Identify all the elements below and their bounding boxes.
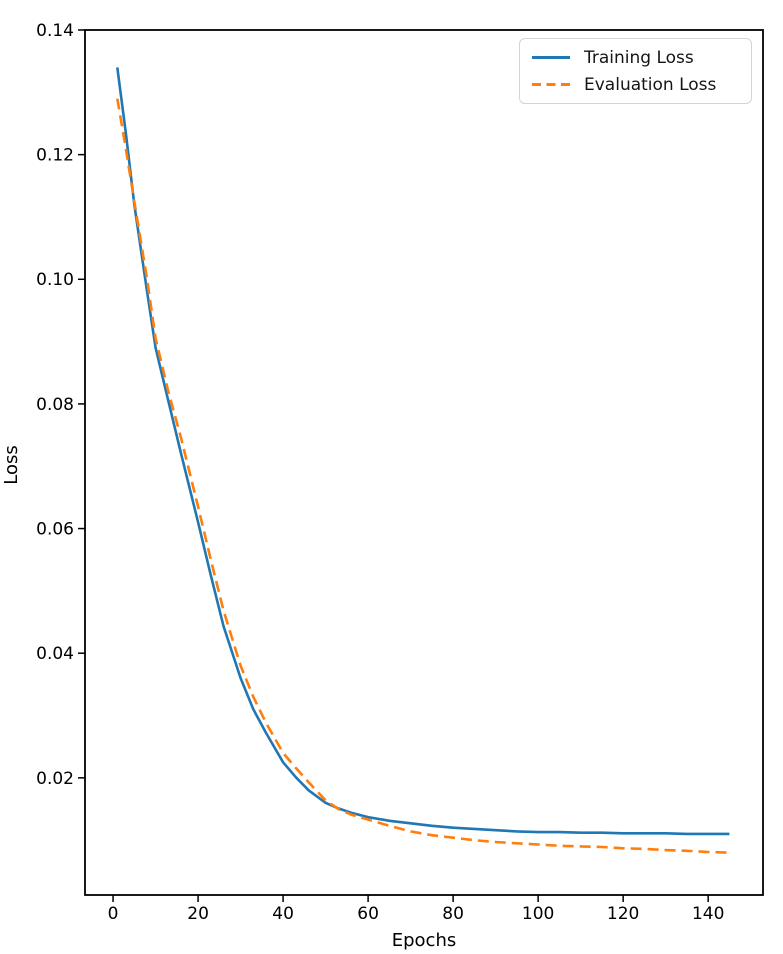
x-tick-label: 0	[108, 904, 119, 924]
training-loss-line-swatch	[532, 56, 570, 59]
y-tick-label: 0.14	[36, 21, 74, 41]
y-tick-label: 0.10	[36, 270, 74, 290]
legend: Training Loss Evaluation Loss	[519, 38, 752, 104]
y-axis-label: Loss	[1, 445, 22, 484]
x-axis-label: Epochs	[392, 930, 457, 951]
legend-item-training: Training Loss	[532, 48, 739, 68]
training-loss-line	[116, 67, 730, 836]
x-tick-label: 120	[607, 904, 639, 924]
x-tick-label: 100	[522, 904, 554, 924]
x-tick-label: 80	[442, 904, 464, 924]
plot-border	[84, 29, 764, 896]
y-tick-label: 0.08	[36, 395, 74, 415]
y-tick-label: 0.12	[36, 146, 74, 166]
legend-item-evaluation: Evaluation Loss	[532, 75, 739, 95]
legend-label-evaluation: Evaluation Loss	[584, 74, 717, 95]
y-tick-label: 0.06	[36, 520, 74, 540]
evaluation-loss-line	[116, 98, 730, 854]
x-tick-label: 140	[692, 904, 724, 924]
x-tick-label: 60	[357, 904, 379, 924]
y-tick-label: 0.02	[36, 769, 74, 789]
x-tick-label: 40	[272, 904, 294, 924]
legend-label-training: Training Loss	[584, 47, 694, 68]
plot-area: 0 20 40 60 80 100 120 140 0.02 0.04 0.06 0.08 0.10 0.…	[36, 21, 764, 924]
evaluation-loss-line-swatch	[532, 83, 570, 86]
y-tick-label: 0.04	[36, 644, 74, 664]
x-tick-label: 20	[187, 904, 209, 924]
